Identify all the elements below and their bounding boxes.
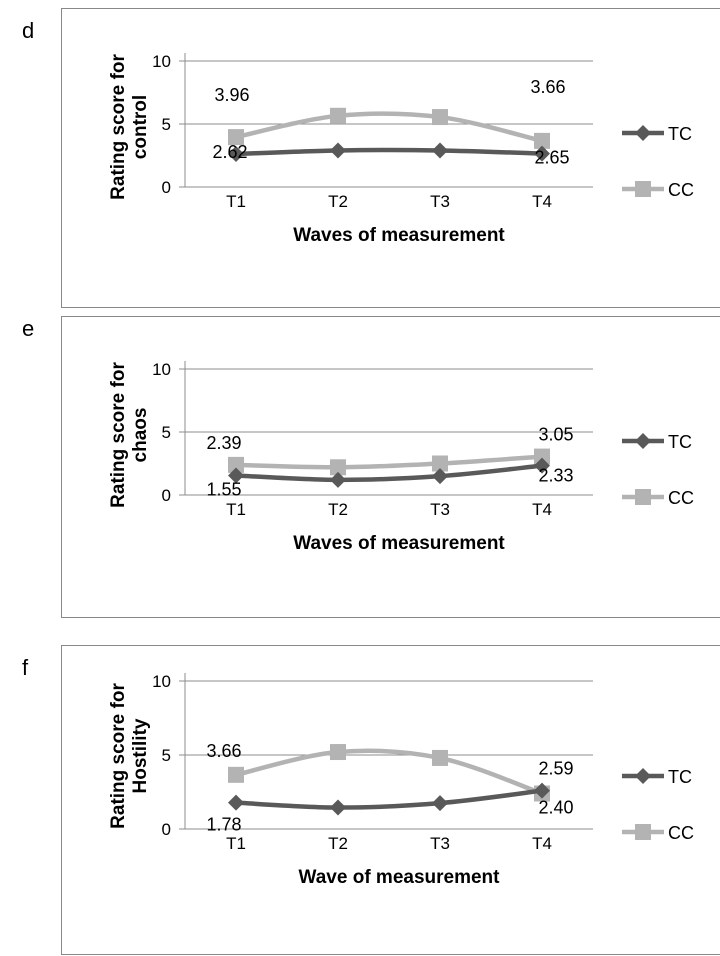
x-tick-label-T3: T3 — [430, 834, 450, 853]
y-axis-title: Rating score forcontrol — [108, 54, 151, 200]
line-chart-e: 0 5 10 T1 T2 T3 T4 Waves of measurement Rating s… — [108, 360, 694, 554]
data-label-CC-T1: 3.66 — [206, 741, 241, 761]
y-tick-label-5: 5 — [162, 423, 171, 442]
point-TC-T1 — [228, 794, 244, 811]
x-tick-label-T1: T1 — [226, 834, 246, 853]
y-tick-label-0: 0 — [162, 178, 171, 197]
series-line-CC — [233, 111, 545, 144]
point-CC-T2 — [330, 107, 346, 124]
y-tick-label-10: 10 — [152, 52, 171, 71]
y-tick-label-0: 0 — [162, 820, 171, 839]
point-TC-T2 — [330, 142, 346, 159]
point-TC-T2 — [330, 799, 346, 816]
point-CC-T1 — [228, 129, 244, 146]
y-tick-label-0: 0 — [162, 486, 171, 505]
y-axis-title: Rating score forHostility — [108, 683, 151, 829]
y-axis-title-line-1: chaos — [130, 408, 151, 463]
data-label-CC-T4: 3.05 — [538, 425, 573, 445]
point-TC-T1 — [228, 145, 244, 162]
series-line-TC — [233, 147, 545, 157]
line-chart-d: 0 5 10 T1 T2 T3 T4 Waves of measurement Rating s… — [108, 52, 694, 246]
x-axis-title: Waves of measurement — [293, 533, 505, 554]
point-TC-T2 — [330, 471, 346, 488]
chart-panel-e: 0 5 10 T1 T2 T3 T4 Waves of measurement Rating s… — [61, 316, 720, 618]
data-label-TC-T1: 1.78 — [206, 815, 241, 835]
point-CC-T3 — [432, 455, 448, 472]
line-chart-f: 0 5 10 T1 T2 T3 T4 Wave of measurement Rating sc… — [108, 672, 694, 888]
x-tick-label-T4: T4 — [532, 834, 552, 853]
y-tick-label-5: 5 — [162, 115, 171, 134]
data-label-TC-T4: 2.65 — [534, 148, 569, 168]
legend-label-CC: CC — [668, 488, 694, 508]
data-label-CC-T1: 2.39 — [206, 433, 241, 453]
point-CC-T4 — [534, 132, 550, 149]
legend-label-CC: CC — [668, 823, 694, 843]
point-TC-T4 — [534, 782, 550, 799]
point-TC-T3 — [432, 468, 448, 485]
data-label-TC-T1: 1.55 — [206, 479, 241, 499]
data-label-CC-T4: 3.66 — [530, 77, 565, 97]
point-CC-T4 — [534, 448, 550, 465]
point-TC-T1 — [228, 467, 244, 484]
series-line-CC — [233, 454, 545, 470]
y-axis-title-line-0: Rating score for — [108, 683, 129, 829]
x-axis-title: Wave of measurement — [299, 867, 501, 888]
x-tick-label-T2: T2 — [328, 192, 348, 211]
y-axis-title-line-0: Rating score for — [108, 362, 129, 508]
x-tick-label-T2: T2 — [328, 834, 348, 853]
y-axis-title-line-0: Rating score for — [108, 54, 129, 200]
series-line-TC — [233, 463, 545, 483]
data-label-CC-T4: 2.40 — [538, 797, 573, 817]
y-axis-title: Rating score forchaos — [108, 362, 151, 508]
point-CC-T3 — [432, 109, 448, 126]
legend-label-TC: TC — [668, 124, 692, 144]
chart-panel-f: 0 5 10 T1 T2 T3 T4 Wave of measurement Rating sc… — [61, 645, 720, 955]
point-CC-T2 — [330, 744, 346, 761]
point-TC-T4 — [534, 145, 550, 162]
x-axis-title: Waves of measurement — [293, 225, 505, 246]
legend-marker-CC — [635, 181, 651, 197]
point-CC-T3 — [432, 749, 448, 766]
legend-marker-CC — [635, 824, 651, 840]
legend-label-TC: TC — [668, 767, 692, 787]
series-line-TC — [233, 788, 545, 810]
panel-letter-d: d — [22, 18, 35, 43]
y-axis-title-line-1: Hostility — [130, 718, 151, 793]
y-tick-label-10: 10 — [152, 360, 171, 379]
data-label-TC-T4: 2.59 — [538, 759, 573, 779]
point-TC-T3 — [432, 142, 448, 159]
x-tick-label-T3: T3 — [430, 192, 450, 211]
legend-label-TC: TC — [668, 432, 692, 452]
x-tick-label-T2: T2 — [328, 500, 348, 519]
point-TC-T4 — [534, 457, 550, 474]
point-CC-T1 — [228, 766, 244, 783]
x-tick-label-T1: T1 — [226, 500, 246, 519]
series-line-CC — [233, 748, 545, 796]
point-TC-T3 — [432, 795, 448, 812]
x-tick-label-T4: T4 — [532, 192, 552, 211]
y-tick-label-10: 10 — [152, 672, 171, 691]
legend-label-CC: CC — [668, 180, 694, 200]
point-CC-T2 — [330, 459, 346, 476]
panel-letter-e: e — [22, 316, 35, 341]
x-tick-label-T3: T3 — [430, 500, 450, 519]
panel-letter-f: f — [22, 655, 29, 680]
legend-marker-CC — [635, 489, 651, 505]
legend-marker-TC — [635, 433, 651, 449]
legend-marker-TC — [635, 125, 651, 141]
data-label-TC-T1: 2.62 — [212, 142, 247, 162]
chart-panel-d: 0 5 10 T1 T2 T3 T4 Waves of measurement Rating s… — [61, 8, 720, 308]
x-tick-label-T4: T4 — [532, 500, 552, 519]
data-label-CC-T1: 3.96 — [214, 85, 249, 105]
y-tick-label-5: 5 — [162, 746, 171, 765]
x-tick-label-T1: T1 — [226, 192, 246, 211]
legend-marker-TC — [635, 768, 651, 784]
point-CC-T1 — [228, 456, 244, 473]
y-axis-title-line-1: control — [130, 95, 151, 159]
data-label-TC-T4: 2.33 — [538, 466, 573, 486]
